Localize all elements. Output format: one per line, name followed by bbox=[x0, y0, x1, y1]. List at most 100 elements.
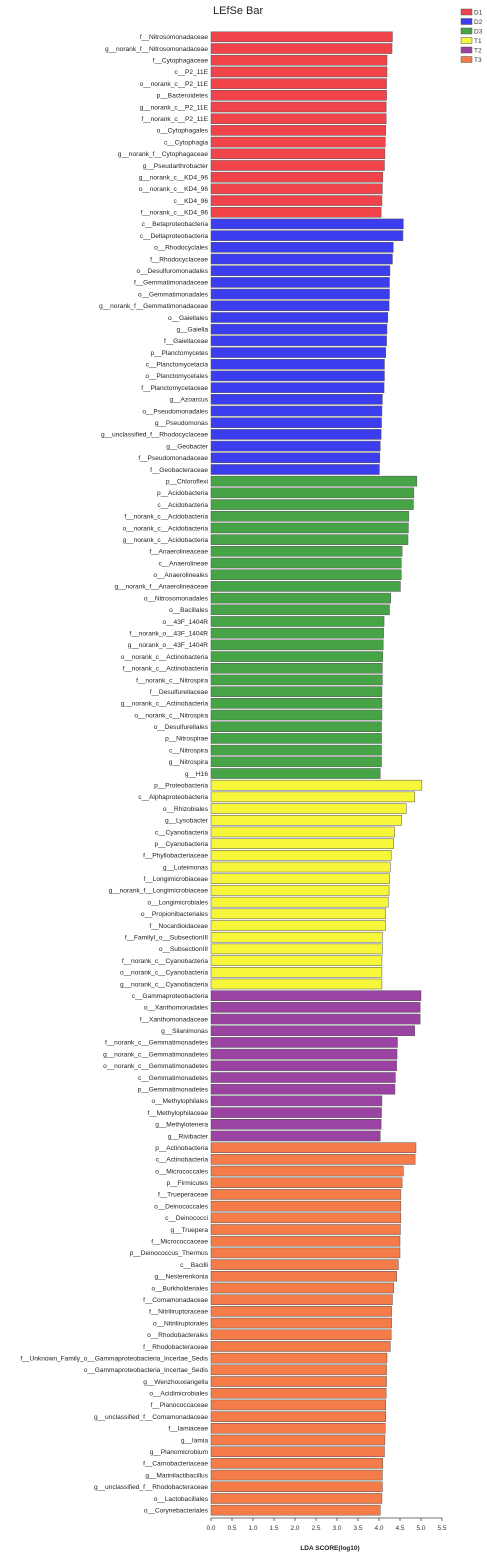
bar-label-101: c__Deinococci bbox=[165, 1215, 208, 1222]
x-tick-label-10: 5.0 bbox=[416, 1525, 425, 1532]
legend-label-D3: D3 bbox=[474, 29, 483, 36]
legend: D1 D2 D3 T1 T2 T3 bbox=[460, 8, 483, 64]
bar-label-117: f__Planococcaceae bbox=[150, 1402, 208, 1409]
bar-label-33: g__Pseudomonas bbox=[155, 420, 209, 427]
legend-swatch-T3 bbox=[460, 56, 473, 63]
bar-121 bbox=[210, 1446, 385, 1457]
bar-50 bbox=[210, 616, 385, 627]
bar-label-100: o__Deinococcales bbox=[154, 1203, 209, 1210]
bar-label-102: g__Truepera bbox=[170, 1227, 208, 1234]
bar-17 bbox=[210, 230, 404, 241]
bar-60 bbox=[210, 733, 382, 744]
bar-25 bbox=[210, 323, 388, 335]
bar-label-61: c__Nitrospira bbox=[169, 747, 208, 754]
bar-label-126: o__Corynebacteriales bbox=[144, 1507, 209, 1514]
bar-label-58: o__norank_c__Nitrospira bbox=[134, 712, 208, 719]
bar-label-81: g__norank_c__Cyanobacteria bbox=[120, 981, 208, 988]
bar-77 bbox=[210, 931, 383, 943]
bar-54 bbox=[210, 662, 383, 674]
bar-46 bbox=[210, 569, 402, 581]
bar-label-115: g__Wenzhouxiangella bbox=[143, 1379, 208, 1386]
bar-label-106: g__Nesterenkonia bbox=[154, 1274, 208, 1281]
bar-label-36: f__Pseudomonadaceae bbox=[138, 455, 208, 462]
bar-122 bbox=[210, 1458, 384, 1469]
bar-label-73: g__norank_f__Longimicrobiaceae bbox=[109, 888, 209, 895]
bar-label-96: c__Actinobacteria bbox=[156, 1157, 209, 1164]
bar-label-99: f__Trueperaceae bbox=[158, 1192, 208, 1199]
bar-label-25: g__Gaiella bbox=[176, 326, 208, 333]
bar-2 bbox=[210, 54, 388, 66]
bar-74 bbox=[210, 896, 389, 908]
bar-label-34: g__unclassified_f__Rhodocyclaceae bbox=[101, 432, 208, 439]
bar-108 bbox=[210, 1294, 393, 1305]
bar-120 bbox=[210, 1434, 386, 1446]
bar-label-60: p__Nitrospirae bbox=[165, 736, 208, 743]
legend-swatch-D3 bbox=[460, 27, 473, 35]
bar-label-57: g__norank_c__Actinobacteria bbox=[121, 701, 209, 708]
bar-label-124: g__unclassified_f__Rhodobacteraceae bbox=[94, 1484, 208, 1491]
bar-label-40: c__Acidobacteria bbox=[157, 502, 208, 509]
bar-label-122: f__Carnobacteriaceae bbox=[143, 1461, 208, 1468]
bar-label-71: g__Luteimonas bbox=[163, 864, 209, 871]
bar-label-22: o__Gemmatimonadales bbox=[138, 291, 209, 298]
x-tick-label-2: 1.0 bbox=[248, 1525, 257, 1532]
bar-63 bbox=[210, 768, 381, 779]
bar-label-68: c__Cyanobacteria bbox=[155, 829, 208, 836]
bar-87 bbox=[210, 1048, 398, 1060]
bar-42 bbox=[210, 522, 409, 534]
bar-37 bbox=[210, 464, 380, 475]
bar-label-114: o__Gammaproteobacteria_Incertae_Sedis bbox=[84, 1367, 209, 1374]
x-tick-label-0: 0.0 bbox=[206, 1525, 215, 1532]
legend-label-D1: D1 bbox=[474, 10, 483, 17]
bar-23 bbox=[210, 300, 390, 312]
bar-label-41: f__norank_c__Acidobacteria bbox=[124, 514, 208, 521]
bar-label-120: g__Iamia bbox=[181, 1437, 208, 1444]
bar-label-5: p__Bacteroidetes bbox=[157, 93, 209, 100]
bar-21 bbox=[210, 277, 390, 288]
bar-label-94: g__Rivibacter bbox=[168, 1133, 209, 1140]
bar-13 bbox=[210, 183, 383, 195]
x-tick-label-3: 1.5 bbox=[269, 1525, 278, 1532]
legend-label-D2: D2 bbox=[474, 19, 483, 26]
bar-79 bbox=[210, 955, 383, 966]
bar-123 bbox=[210, 1469, 383, 1481]
bar-label-44: f__Anaerolineaceae bbox=[149, 549, 208, 556]
bar-96 bbox=[210, 1154, 416, 1165]
bar-18 bbox=[210, 242, 394, 253]
bar-label-11: g__Pseudarthrobacter bbox=[143, 163, 209, 170]
bar-label-20: o__Desulfuromonadales bbox=[137, 268, 209, 275]
bar-label-77: f__FamilyI_o__SubsectionIII bbox=[125, 935, 208, 942]
bar-89 bbox=[210, 1072, 396, 1083]
bar-label-14: c__KD4_96 bbox=[174, 198, 209, 205]
bar-label-121: g__Planomicrobium bbox=[150, 1449, 209, 1456]
bar-64 bbox=[210, 779, 423, 791]
bar-104 bbox=[210, 1247, 401, 1259]
bar-14 bbox=[210, 195, 383, 206]
bar-86 bbox=[210, 1037, 398, 1048]
bar-102 bbox=[210, 1224, 401, 1235]
bar-40 bbox=[210, 499, 414, 510]
bar-84 bbox=[210, 1013, 421, 1025]
bar-label-32: o__Pseudomonadales bbox=[142, 408, 208, 415]
bar-94 bbox=[210, 1130, 381, 1142]
bar-label-28: c__Planctomycetacia bbox=[146, 362, 209, 369]
bar-49 bbox=[210, 604, 390, 616]
bar-81 bbox=[210, 978, 383, 990]
bar-label-55: f__norank_c__Nitrospira bbox=[136, 677, 208, 684]
bar-107 bbox=[210, 1282, 394, 1294]
bar-124 bbox=[210, 1481, 383, 1493]
bar-10 bbox=[210, 148, 386, 160]
bar-label-110: o__Nitriliruptorales bbox=[153, 1320, 209, 1327]
bar-label-70: f__Phyllobacteriaceae bbox=[143, 853, 208, 860]
bar-label-86: f__norank_c__Gemmatimonadetes bbox=[105, 1040, 209, 1047]
bar-112 bbox=[210, 1341, 391, 1352]
bar-41 bbox=[210, 510, 410, 522]
bar-label-118: g__unclassified_f__Comamonadaceae bbox=[94, 1414, 208, 1421]
bar-20 bbox=[210, 265, 391, 276]
bar-75 bbox=[210, 908, 386, 920]
x-tick-label-1: 0.5 bbox=[227, 1525, 236, 1532]
bar-label-16: c__Betaproteobacteria bbox=[142, 221, 209, 228]
bar-109 bbox=[210, 1306, 392, 1317]
